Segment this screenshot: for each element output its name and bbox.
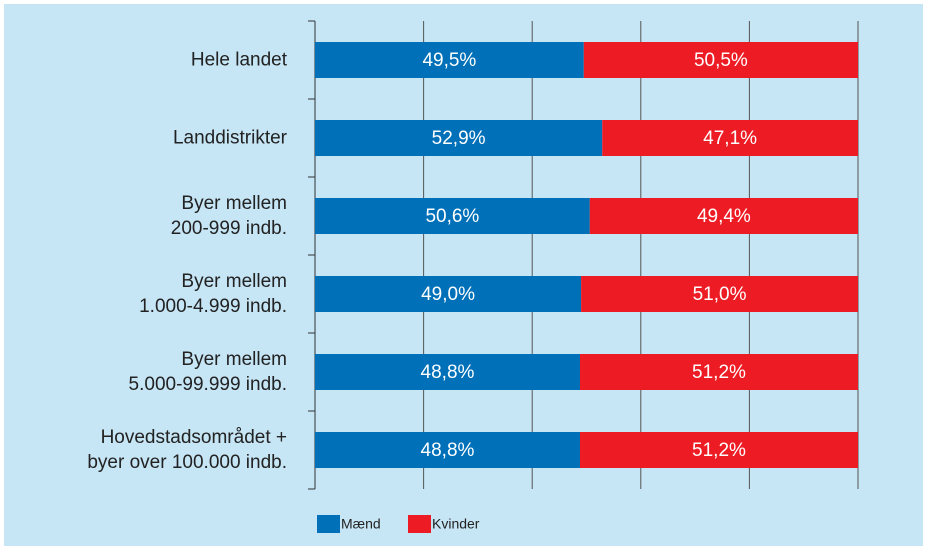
- data-label: 49,0%: [421, 284, 475, 305]
- data-label: 50,6%: [425, 206, 479, 227]
- bar-segment: [315, 276, 582, 312]
- bar-segment: [581, 276, 858, 312]
- category-label: Byer mellem 200-999 indb.: [170, 193, 287, 239]
- data-label: 48,8%: [421, 362, 475, 383]
- data-label: 51,2%: [692, 440, 746, 461]
- legend-swatch: [317, 515, 340, 533]
- legend-swatch: [408, 515, 431, 533]
- category-label: Landdistrikter: [172, 127, 287, 149]
- bar-segment: [579, 354, 858, 390]
- category-label: Byer mellem 1.000-4.999 indb.: [139, 271, 287, 317]
- legend-label: Mænd: [341, 516, 381, 532]
- data-label: 47,1%: [703, 128, 757, 149]
- legend-label: Kvinder: [432, 516, 480, 532]
- category-label: Hovedstadsområdet + byer over 100.000 in…: [87, 427, 287, 473]
- bar-segment: [315, 432, 580, 468]
- bar-segment: [315, 42, 584, 78]
- data-label: 51,0%: [693, 284, 747, 305]
- bar-segment: [589, 198, 858, 234]
- bar-segment: [315, 120, 603, 156]
- bar-segment: [315, 354, 580, 390]
- bar-segment: [602, 120, 858, 156]
- bar-segment: [315, 198, 590, 234]
- data-label: 49,4%: [697, 206, 751, 227]
- bar-segment: [583, 42, 858, 78]
- data-label: 50,5%: [694, 50, 748, 71]
- data-label: 49,5%: [422, 50, 476, 71]
- data-label: 52,9%: [432, 128, 486, 149]
- data-label: 48,8%: [421, 440, 475, 461]
- bar-segment: [579, 432, 858, 468]
- category-label: Hele landet: [190, 49, 287, 71]
- category-label: Byer mellem 5.000-99.999 indb.: [128, 349, 287, 395]
- data-label: 51,2%: [692, 362, 746, 383]
